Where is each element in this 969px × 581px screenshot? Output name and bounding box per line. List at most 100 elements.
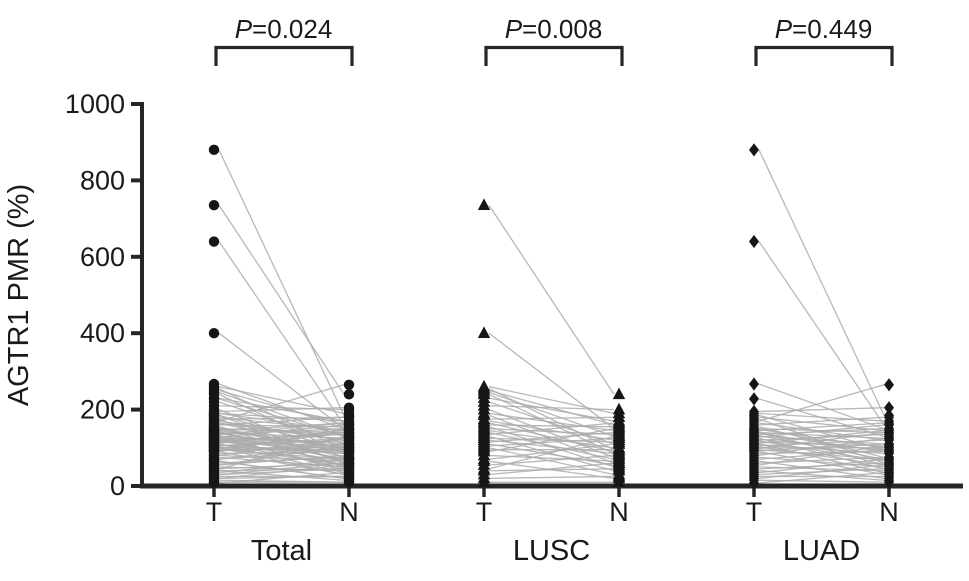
y-tick-label: 800	[80, 165, 125, 195]
pair-line	[218, 332, 345, 430]
p-value-label: P=0.024	[235, 14, 333, 44]
data-marker	[612, 402, 626, 415]
data-marker	[343, 389, 355, 400]
pair-line	[218, 149, 345, 416]
pair-line	[488, 391, 615, 437]
significance-bracket	[214, 45, 354, 66]
y-tick-label: 400	[80, 318, 125, 348]
pair-line	[218, 416, 345, 432]
data-marker	[477, 198, 491, 211]
data-marker	[208, 200, 220, 211]
pair-line	[218, 429, 345, 444]
data-marker	[612, 456, 626, 468]
pair-line	[758, 456, 885, 468]
pair-line	[218, 424, 345, 438]
data-marker	[343, 459, 355, 471]
data-marker	[208, 144, 220, 156]
y-axis-label: AGTR1 PMR (%)	[3, 184, 35, 406]
pair-line	[488, 204, 615, 395]
pair-line	[488, 424, 615, 428]
pair-line	[488, 431, 615, 460]
pair-line	[758, 416, 885, 426]
column-label: N	[339, 497, 359, 527]
y-tick-label: 200	[80, 395, 125, 425]
pair-line	[488, 439, 615, 455]
data-marker	[749, 377, 759, 391]
pair-line	[218, 431, 345, 450]
pair-line	[488, 412, 615, 432]
pair-line	[758, 470, 885, 481]
pair-line	[488, 428, 615, 453]
pair-line	[758, 445, 885, 466]
p-value-label: P=0.449	[775, 14, 873, 44]
data-marker	[343, 402, 355, 413]
y-tick-label: 1000	[65, 89, 125, 119]
pair-line	[218, 456, 345, 468]
pair-line	[488, 447, 615, 476]
data-marker	[884, 431, 894, 445]
pair-line	[218, 460, 345, 480]
pair-line	[758, 384, 885, 422]
pair-line	[218, 384, 345, 422]
pair-line	[218, 458, 345, 474]
pair-line	[488, 429, 615, 449]
pair-line	[758, 429, 885, 444]
data-marker	[477, 475, 491, 487]
data-marker	[343, 440, 355, 452]
pair-line	[218, 445, 345, 466]
pair-line	[758, 241, 885, 426]
data-marker	[208, 378, 220, 390]
significance-bracket	[484, 45, 624, 66]
column-label: T	[206, 497, 223, 527]
pair-line	[218, 407, 345, 413]
pair-line	[218, 241, 345, 426]
data-marker	[884, 378, 894, 392]
pair-line	[488, 435, 615, 470]
pair-line	[488, 416, 615, 420]
pair-line	[218, 471, 345, 484]
pair-line	[488, 422, 615, 436]
data-marker	[612, 429, 626, 442]
pair-line	[758, 149, 885, 416]
data-marker	[208, 236, 220, 247]
pair-line	[758, 460, 885, 480]
pair-line	[758, 407, 885, 413]
pair-line	[218, 422, 345, 432]
pair-line	[758, 414, 885, 451]
data-marker	[208, 328, 220, 339]
pair-line	[488, 393, 615, 455]
data-marker	[612, 421, 626, 434]
pair-line	[488, 420, 615, 441]
pair-line	[488, 462, 615, 476]
data-marker	[749, 143, 759, 157]
data-marker	[612, 448, 626, 461]
pair-line	[758, 471, 885, 484]
data-marker	[884, 439, 894, 453]
pair-line	[488, 405, 615, 411]
column-label: T	[476, 497, 493, 527]
data-marker	[884, 475, 894, 489]
pair-line	[218, 437, 345, 457]
data-marker	[749, 392, 759, 406]
pair-line	[488, 443, 615, 460]
data-marker	[208, 477, 220, 489]
pair-line	[758, 449, 885, 460]
pair-line	[758, 383, 885, 430]
pair-line	[488, 437, 615, 447]
data-marker	[884, 401, 894, 415]
column-label: N	[879, 497, 899, 527]
group-label: LUAD	[783, 535, 860, 567]
data-marker	[612, 475, 626, 487]
pair-line	[488, 468, 615, 472]
data-marker	[749, 476, 759, 490]
pair-line	[758, 431, 885, 450]
data-marker	[343, 476, 355, 488]
pair-line	[218, 414, 345, 451]
data-marker	[208, 393, 220, 405]
pair-line	[488, 431, 615, 443]
pair-line	[758, 416, 885, 432]
pair-line	[488, 475, 615, 480]
pair-line	[218, 464, 345, 480]
